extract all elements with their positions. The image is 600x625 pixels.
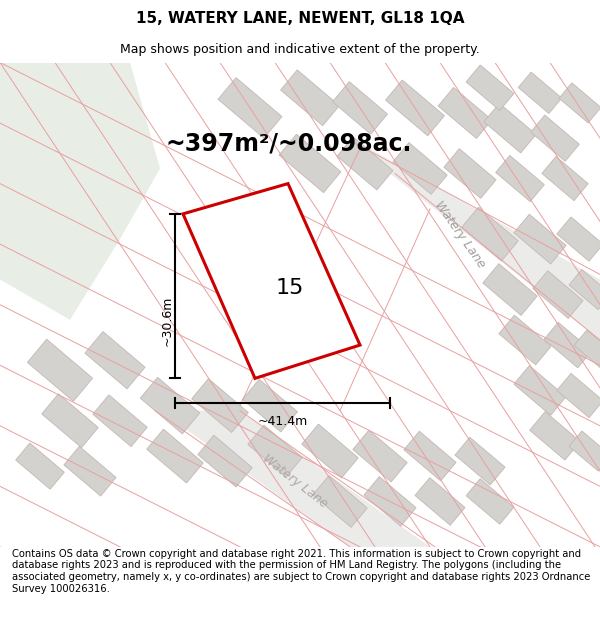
Polygon shape xyxy=(542,156,588,201)
Polygon shape xyxy=(242,379,298,432)
Polygon shape xyxy=(514,366,566,415)
Polygon shape xyxy=(569,431,600,471)
Polygon shape xyxy=(28,339,92,401)
Polygon shape xyxy=(404,431,456,481)
Text: ~30.6m: ~30.6m xyxy=(161,296,173,346)
Polygon shape xyxy=(183,184,360,378)
Text: 15, WATERY LANE, NEWENT, GL18 1QA: 15, WATERY LANE, NEWENT, GL18 1QA xyxy=(136,11,464,26)
Polygon shape xyxy=(569,269,600,309)
Text: Watery Lane: Watery Lane xyxy=(260,452,330,511)
Text: ~41.4m: ~41.4m xyxy=(257,414,308,428)
Polygon shape xyxy=(496,156,544,202)
Polygon shape xyxy=(462,207,518,261)
Polygon shape xyxy=(364,477,416,526)
Polygon shape xyxy=(518,72,562,114)
Polygon shape xyxy=(483,264,537,316)
Polygon shape xyxy=(393,142,447,194)
Polygon shape xyxy=(557,373,600,418)
Polygon shape xyxy=(192,379,248,432)
Polygon shape xyxy=(484,103,536,153)
Polygon shape xyxy=(386,80,445,136)
Polygon shape xyxy=(198,435,252,487)
Text: 15: 15 xyxy=(275,278,304,298)
Polygon shape xyxy=(313,476,367,528)
Polygon shape xyxy=(337,137,393,190)
Polygon shape xyxy=(93,395,147,447)
Polygon shape xyxy=(559,82,600,123)
Polygon shape xyxy=(64,446,116,496)
Polygon shape xyxy=(332,82,388,134)
Polygon shape xyxy=(353,430,407,482)
Polygon shape xyxy=(42,394,98,448)
Polygon shape xyxy=(533,271,583,318)
Polygon shape xyxy=(415,478,465,525)
Polygon shape xyxy=(302,424,358,478)
Polygon shape xyxy=(444,149,496,198)
Text: Watery Lane: Watery Lane xyxy=(432,198,488,270)
Polygon shape xyxy=(360,143,600,340)
Polygon shape xyxy=(140,378,200,434)
Polygon shape xyxy=(530,412,580,460)
Polygon shape xyxy=(281,70,340,126)
Polygon shape xyxy=(147,429,203,483)
Polygon shape xyxy=(279,134,341,192)
Polygon shape xyxy=(85,331,145,389)
Polygon shape xyxy=(574,330,600,370)
Polygon shape xyxy=(438,88,492,139)
Text: Contains OS data © Crown copyright and database right 2021. This information is : Contains OS data © Crown copyright and d… xyxy=(12,549,590,594)
Polygon shape xyxy=(466,65,514,111)
Polygon shape xyxy=(0,62,160,320)
Polygon shape xyxy=(248,425,302,477)
Polygon shape xyxy=(530,115,580,161)
Polygon shape xyxy=(16,443,64,489)
Polygon shape xyxy=(557,217,600,261)
Polygon shape xyxy=(455,438,505,485)
Polygon shape xyxy=(514,214,566,264)
Text: Map shows position and indicative extent of the property.: Map shows position and indicative extent… xyxy=(120,42,480,56)
Polygon shape xyxy=(218,78,282,138)
Polygon shape xyxy=(466,479,514,524)
Text: ~397m²/~0.098ac.: ~397m²/~0.098ac. xyxy=(165,131,412,155)
Polygon shape xyxy=(499,315,551,365)
Polygon shape xyxy=(544,322,592,368)
Polygon shape xyxy=(160,411,430,547)
